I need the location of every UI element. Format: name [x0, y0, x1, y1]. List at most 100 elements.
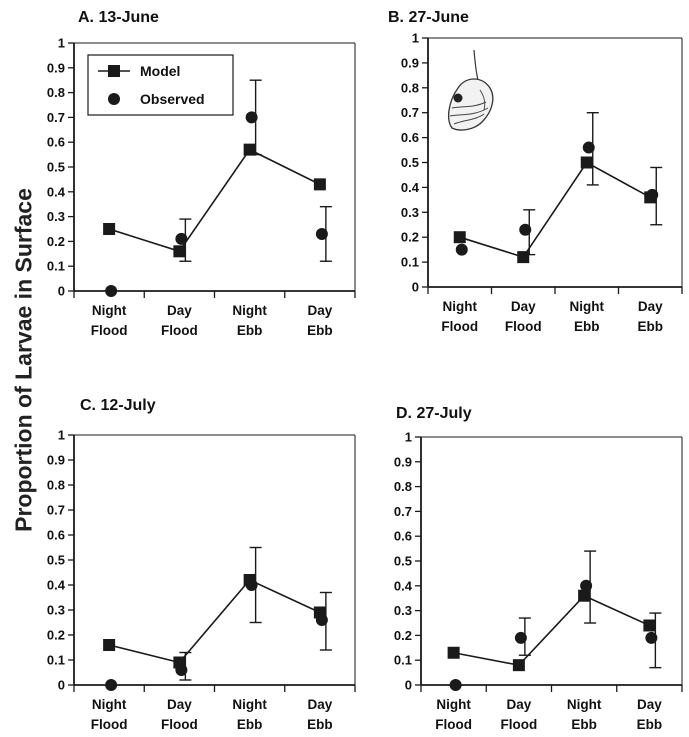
y-tick-label: 1: [405, 430, 412, 445]
y-tick-label: 0.7: [47, 503, 65, 518]
model-point: [243, 143, 256, 156]
legend: Model Observed: [87, 54, 234, 116]
observed-point: [449, 679, 462, 691]
y-tick-label: 0: [58, 284, 65, 299]
panel-title: A. 13-June: [78, 9, 159, 26]
y-tick-label: 0.3: [47, 209, 65, 224]
series-observed: [105, 79, 332, 297]
model-point: [453, 231, 466, 244]
series-model: [453, 156, 657, 264]
panel-d: D. 27-July 0 0.1 0.2 0.3 0.4 0.5 0.6 0.7 0.8 0.9 1 N…: [394, 405, 683, 732]
y-tick-label: 0: [405, 678, 412, 693]
y-tick-label: 0.2: [394, 628, 412, 643]
x-category-label: Night Flood: [435, 697, 472, 732]
observed-point: [580, 579, 593, 592]
model-point: [580, 156, 593, 169]
observed-point: [245, 579, 258, 591]
x-category-label: Day Ebb: [307, 303, 333, 338]
x-category-label: Day Ebb: [637, 697, 663, 732]
y-tick-label: 0.5: [47, 160, 65, 175]
series-model: [447, 589, 656, 672]
larva-detail: [479, 89, 486, 111]
y-tick-label: 0.7: [47, 110, 65, 125]
model-point: [103, 223, 116, 235]
model-point: [578, 589, 591, 602]
y-tick-label: 0.5: [47, 553, 65, 568]
panel-b: B. 27-June 0 0.1 0.2 0.3 0.4 0.5 0.6 0.7 0.8 0.9 1 N…: [388, 9, 683, 334]
series-model: [103, 574, 326, 669]
series-model: [103, 143, 326, 258]
y-tick-label: 0: [412, 280, 419, 295]
x-category-label: Night Flood: [91, 303, 128, 338]
y-tick-label: 0.4: [401, 180, 420, 195]
y-tick-label: 0.6: [47, 528, 65, 543]
panel-c: C. 12-July 0 0.1 0.2 0.3 0.4 0.5 0.6 0.7 0.8 0.9 1 N…: [47, 397, 356, 732]
x-category-label: Day Flood: [501, 697, 538, 732]
x-category-label: Night Ebb: [567, 697, 602, 732]
x-category-label: Night Flood: [91, 697, 128, 732]
y-tick-label: 0.9: [394, 454, 412, 469]
observed-point: [646, 188, 659, 201]
larva-eye: [453, 93, 463, 103]
y-tick-label: 0.4: [394, 578, 413, 593]
y-tick-label: 0.4: [47, 578, 66, 593]
observed-point: [315, 614, 328, 626]
series-line: [453, 594, 650, 667]
y-tick-label: 0.1: [401, 255, 419, 270]
observed-point: [175, 232, 188, 245]
model-point: [512, 659, 525, 672]
model-point: [173, 245, 186, 258]
observed-point: [514, 631, 527, 644]
larva-spine: [473, 49, 479, 81]
y-tick-label: 0.3: [401, 205, 419, 220]
legend-box: [87, 54, 234, 116]
observed-point: [315, 227, 328, 240]
series-observed: [455, 111, 663, 256]
panel-title: B. 27-June: [388, 9, 469, 26]
model-point: [103, 639, 116, 651]
observed-point: [455, 243, 468, 256]
series-line: [108, 579, 321, 664]
legend-marker-observed: [108, 93, 120, 105]
series-observed: [449, 550, 662, 691]
y-tick-label: 1: [412, 31, 419, 46]
x-category-label: Night Ebb: [232, 697, 267, 732]
y-tick-label: 0.1: [47, 653, 65, 668]
legend-label-observed: Observed: [140, 91, 205, 107]
panel-title: D. 27-July: [396, 405, 472, 422]
x-category-label: Day Ebb: [638, 299, 664, 334]
y-tick-label: 0.1: [47, 259, 65, 274]
series-line: [459, 161, 651, 259]
observed-point: [105, 285, 118, 297]
y-tick-label: 0.1: [394, 653, 412, 668]
observed-point: [245, 111, 258, 124]
x-category-label: Night Ebb: [570, 299, 605, 334]
y-tick-label: 0.5: [401, 155, 419, 170]
observed-point: [105, 679, 118, 691]
larva-illustration: [447, 49, 494, 131]
x-category-label: Night Flood: [441, 299, 478, 334]
y-tick-label: 0.4: [47, 184, 66, 199]
observed-point: [519, 223, 532, 236]
y-tick-label: 0.6: [401, 130, 419, 145]
x-category-label: Day Flood: [161, 697, 198, 732]
y-tick-label: 0.6: [394, 529, 412, 544]
y-tick-label: 0.8: [47, 85, 65, 100]
y-tick-label: 0.2: [47, 628, 65, 643]
y-tick-label: 1: [58, 36, 65, 51]
panel-title: C. 12-July: [80, 397, 156, 414]
y-tick-label: 0.8: [47, 478, 65, 493]
y-tick-label: 0.2: [47, 234, 65, 249]
y-tick-label: 0.3: [394, 603, 412, 618]
larva-body: [447, 78, 494, 131]
x-category-label: Night Ebb: [232, 303, 267, 338]
model-point: [517, 251, 530, 264]
y-tick-label: 0.8: [401, 80, 419, 95]
y-tick-label: 1: [58, 428, 65, 443]
y-tick-label: 0: [58, 678, 65, 693]
y-tick-label: 0.9: [47, 453, 65, 468]
legend-label-model: Model: [140, 63, 180, 79]
model-point: [447, 646, 460, 659]
series-observed: [105, 546, 332, 691]
